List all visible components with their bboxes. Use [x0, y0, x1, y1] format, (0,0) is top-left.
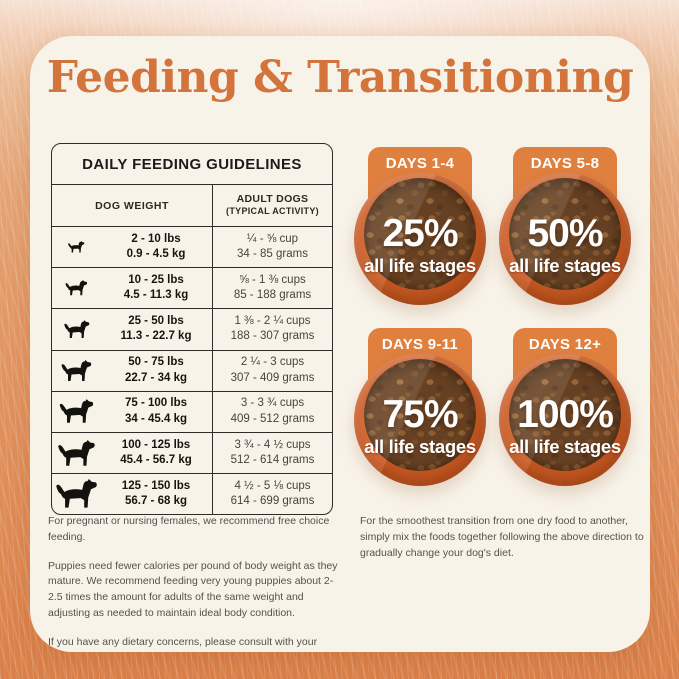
table-row: 2 - 10 lbs 0.9 - 4.5 kg ¼ - ⅝ cup 34 - 85… [52, 227, 332, 269]
dog-medium-icon [52, 320, 100, 339]
dog-giant-icon [52, 479, 100, 509]
table-title: DAILY FEEDING GUIDELINES [52, 144, 332, 185]
amount-cups: 3 ¾ - 4 ½ cups [234, 438, 311, 451]
days-badge: DAYS 5-8 [513, 147, 617, 209]
amount-cell: ⅝ - 1 ⅜ cups 85 - 188 grams [213, 268, 332, 308]
weight-lbs: 2 - 10 lbs [131, 232, 181, 245]
mix-percentage: 100% [517, 392, 614, 436]
weight-cell: 100 - 125 lbs 45.4 - 56.7 kg [52, 432, 213, 474]
amount-grams: 307 - 409 grams [230, 371, 315, 384]
table-row: 100 - 125 lbs 45.4 - 56.7 kg 3 ¾ - 4 ½ cu… [52, 432, 332, 475]
daily-feeding-guidelines-table: DAILY FEEDING GUIDELINES DOG WEIGHT ADUL… [51, 143, 333, 516]
food-bowl: 25% all life stages [354, 173, 486, 305]
amount-cell: 1 ⅜ - 2 ¼ cups 188 - 307 grams [213, 309, 332, 349]
kibble-texture [509, 178, 621, 290]
amount-grams: 512 - 614 grams [230, 454, 315, 467]
mix-caption: all life stages [509, 435, 621, 457]
weight-cell: 2 - 10 lbs 0.9 - 4.5 kg [52, 227, 213, 268]
table-row: 10 - 25 lbs 4.5 - 11.3 kg ⅝ - 1 ⅜ cups 85… [52, 268, 332, 310]
dog-toy-icon [52, 241, 100, 253]
amount-cell: 4 ½ - 5 ⅛ cups 614 - 699 grams [213, 474, 332, 514]
food-bowl: 100% all life stages [499, 354, 631, 486]
kibble-texture [509, 359, 621, 471]
page-title: Feeding & Transitioning [46, 52, 634, 103]
weight-lbs: 125 - 150 lbs [121, 479, 191, 492]
days-badge: DAYS 12+ [513, 328, 617, 390]
days-badge: DAYS 1-4 [368, 147, 472, 209]
transition-step-days-9-11: DAYS 9-11 75% all life stages [340, 328, 500, 486]
amount-cell: 3 ¾ - 4 ½ cups 512 - 614 grams [213, 433, 332, 473]
weight-kg: 34 - 45.4 kg [124, 412, 187, 425]
mix-caption: all life stages [364, 254, 476, 276]
weight-cell: 75 - 100 lbs 34 - 45.4 kg [52, 391, 213, 432]
mix-percentage: 75% [382, 392, 458, 436]
weight-kg: 11.3 - 22.7 kg [120, 330, 192, 343]
weight-cell: 125 - 150 lbs 56.7 - 68 kg [52, 474, 213, 515]
mix-percentage: 25% [382, 211, 458, 255]
weight-lbs: 50 - 75 lbs [128, 356, 184, 369]
weight-cell: 10 - 25 lbs 4.5 - 11.3 kg [52, 268, 213, 309]
amount-cups: 4 ½ - 5 ⅛ cups [234, 479, 311, 492]
table-header-row: DOG WEIGHT ADULT DOGS (TYPICAL ACTIVITY) [52, 185, 332, 227]
dog-small-icon [52, 280, 100, 296]
days-badge: DAYS 9-11 [368, 328, 472, 390]
amount-grams: 409 - 512 grams [230, 412, 315, 425]
weight-lbs: 75 - 100 lbs [124, 397, 187, 410]
column-header-dog-weight: DOG WEIGHT [52, 185, 213, 226]
weight-kg: 4.5 - 11.3 kg [123, 289, 189, 302]
dog-xlarge-icon [52, 399, 100, 424]
weight-cell: 25 - 50 lbs 11.3 - 22.7 kg [52, 309, 213, 350]
amount-cups: ¼ - ⅝ cup [246, 232, 299, 245]
feeding-info-panel: Feeding & Transitioning DAILY FEEDING GU… [30, 36, 650, 652]
amount-cell: 3 - 3 ¾ cups 409 - 512 grams [213, 392, 332, 432]
table-row: 50 - 75 lbs 22.7 - 34 kg 2 ¼ - 3 cups 307… [52, 350, 332, 392]
weight-lbs: 10 - 25 lbs [128, 273, 184, 286]
transition-step-days-5-8: DAYS 5-8 50% all life stages [485, 147, 645, 305]
dog-xxlarge-icon [52, 439, 100, 467]
weight-cell: 50 - 75 lbs 22.7 - 34 kg [52, 350, 213, 391]
amount-grams: 85 - 188 grams [233, 289, 312, 302]
weight-lbs: 100 - 125 lbs [121, 438, 191, 451]
mix-caption: all life stages [364, 435, 476, 457]
amount-grams: 34 - 85 grams [237, 248, 308, 261]
weight-kg: 0.9 - 4.5 kg [126, 248, 186, 261]
amount-grams: 614 - 699 grams [230, 495, 315, 508]
food-bowl: 75% all life stages [354, 354, 486, 486]
transition-step-days-12-plus: DAYS 12+ 100% all life stages [485, 328, 645, 486]
amount-cell: ¼ - ⅝ cup 34 - 85 grams [213, 227, 332, 267]
amount-grams: 188 - 307 grams [230, 330, 315, 343]
typical-activity-label: (TYPICAL ACTIVITY) [226, 206, 319, 217]
weight-kg: 45.4 - 56.7 kg [120, 454, 192, 467]
note-puppies: Puppies need fewer calories per pound of… [48, 559, 338, 619]
weight-kg: 56.7 - 68 kg [124, 495, 187, 508]
adult-dogs-label: ADULT DOGS [236, 193, 309, 206]
mix-caption: all life stages [509, 254, 621, 276]
kibble-texture [364, 359, 476, 471]
amount-cups: 2 ¼ - 3 cups [240, 356, 305, 369]
feeding-notes: For pregnant or nursing females, we reco… [48, 514, 342, 652]
transition-note: For the smoothest transition from one dr… [360, 514, 644, 574]
amount-cups: ⅝ - 1 ⅜ cups [239, 273, 306, 286]
table-row: 75 - 100 lbs 34 - 45.4 kg 3 - 3 ¾ cups 40… [52, 391, 332, 433]
mix-percentage: 50% [527, 211, 603, 255]
note-dietary-concerns: If you have any dietary concerns, please… [48, 635, 318, 653]
kibble-texture [364, 178, 476, 290]
amount-cell: 2 ¼ - 3 cups 307 - 409 grams [213, 351, 332, 391]
note-pregnant-females: For pregnant or nursing females, we reco… [48, 515, 330, 543]
table-row: 25 - 50 lbs 11.3 - 22.7 kg 1 ⅜ - 2 ¼ cups… [52, 309, 332, 351]
transition-step-days-1-4: DAYS 1-4 25% all life stages [340, 147, 500, 305]
amount-cups: 3 - 3 ¾ cups [240, 397, 305, 410]
food-bowl: 50% all life stages [499, 173, 631, 305]
table-row: 125 - 150 lbs 56.7 - 68 kg 4 ½ - 5 ⅛ cups… [52, 474, 332, 515]
column-header-adult-dogs: ADULT DOGS (TYPICAL ACTIVITY) [213, 185, 332, 226]
dog-large-icon [52, 359, 100, 382]
note-smooth-transition: For the smoothest transition from one dr… [360, 515, 644, 559]
amount-cups: 1 ⅜ - 2 ¼ cups [234, 314, 311, 327]
weight-kg: 22.7 - 34 kg [124, 371, 187, 384]
weight-lbs: 25 - 50 lbs [128, 314, 184, 327]
